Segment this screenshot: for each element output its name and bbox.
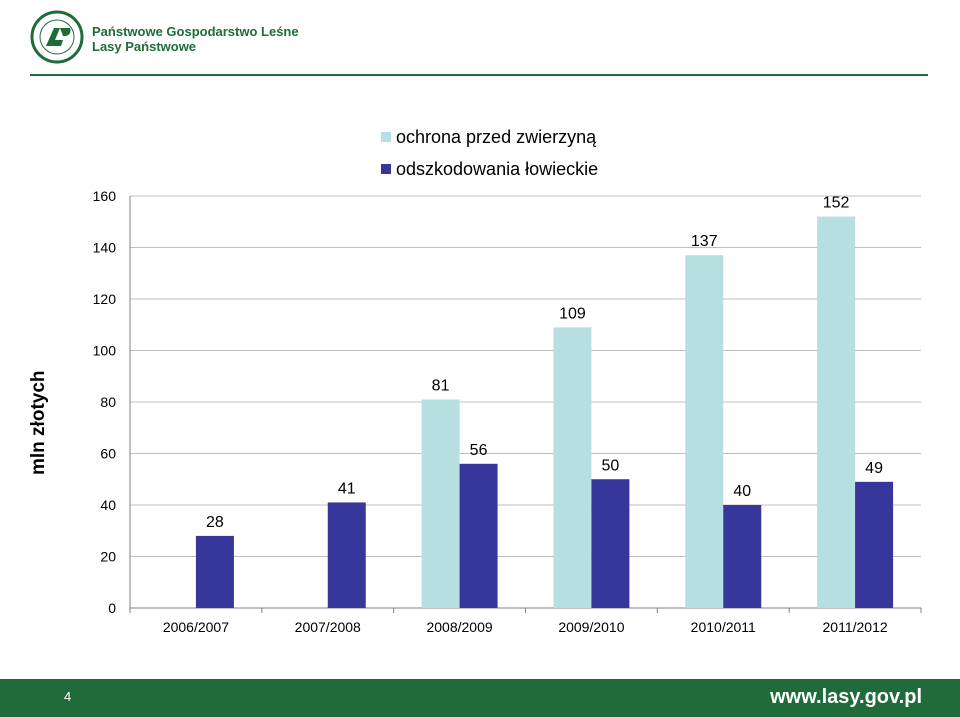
bar [459,463,498,608]
bar [723,505,762,608]
footer: 4 www.lasy.gov.pl [0,679,960,717]
data-label: 109 [559,305,586,322]
y-axis-label: mln złotych [28,370,49,475]
y-tick-label: 0 [108,600,116,616]
data-label: 56 [470,442,488,459]
org-subname: Lasy Państwowe [92,39,197,54]
x-tick-label: 2011/2012 [823,619,888,635]
bar [817,216,856,608]
y-tick-label: 60 [100,446,116,462]
x-tick-label: 2009/2010 [558,619,624,635]
org-name: Państwowe Gospodarstwo Leśne [92,24,299,39]
bar [553,327,592,608]
bar [591,479,630,608]
data-label: 28 [206,514,224,531]
x-tick-label: 2006/2007 [163,619,229,635]
y-tick-label: 40 [100,497,116,513]
lp-logo-icon [30,10,84,64]
legend-swatch [381,164,391,174]
legend-entry: ochrona przed zwierzyną [396,127,597,147]
data-label: 40 [733,483,751,500]
y-tick-label: 160 [93,188,117,204]
bar-chart: 0 20 40 60 80 100 120 140 160 2006/2007 2007/2008 2… [93,127,922,635]
website-link[interactable]: www.lasy.gov.pl [770,686,922,708]
y-tick-label: 120 [93,291,117,307]
bar [685,255,724,608]
header-divider [30,74,928,76]
bar [327,502,366,608]
bar [195,535,234,608]
data-label: 50 [602,457,620,474]
header: Państwowe Gospodarstwo Leśne Lasy Państw… [0,0,960,80]
y-tick-label: 100 [93,343,117,359]
bar [421,399,460,608]
x-tick-label: 2010/2011 [691,619,756,635]
data-label: 152 [823,195,850,212]
y-tick-label: 80 [100,394,116,410]
legend-entry: odszkodowania łowieckie [396,159,598,179]
data-label: 81 [432,377,450,394]
bar [855,481,894,608]
legend-swatch [381,132,391,142]
x-tick-label: 2008/2009 [426,619,492,635]
data-label: 137 [691,233,718,250]
data-label: 41 [338,480,356,497]
y-tick-label: 20 [100,549,116,565]
data-label: 49 [865,460,883,477]
x-tick-label: 2007/2008 [295,619,361,635]
y-tick-label: 140 [93,240,117,256]
page-number: 4 [64,689,72,704]
